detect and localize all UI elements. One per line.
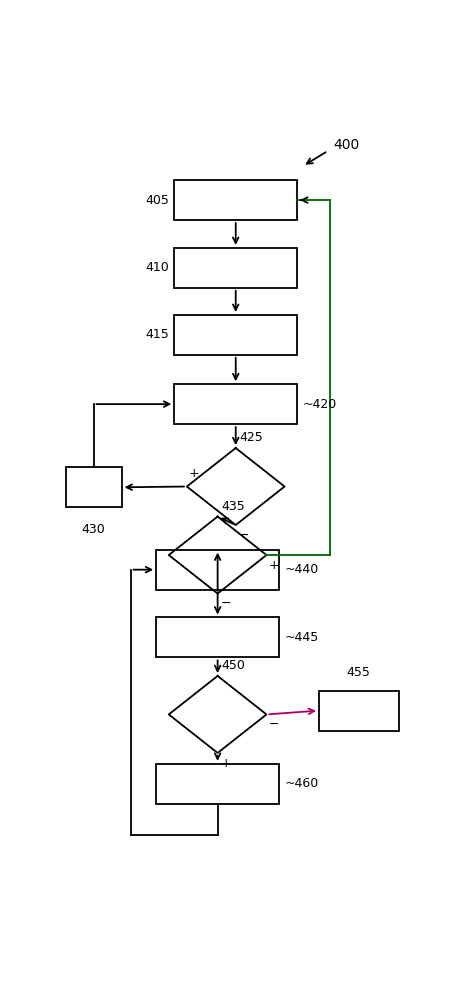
Text: 405: 405 (145, 194, 169, 207)
Bar (319, 691, 399, 731)
Bar (65, 467, 122, 507)
Bar (156, 764, 279, 804)
Text: 400: 400 (333, 138, 360, 152)
Bar (174, 248, 297, 288)
Text: 430: 430 (82, 523, 106, 536)
Bar (156, 550, 279, 590)
Bar (174, 315, 297, 355)
Bar (174, 180, 297, 220)
Text: ~445: ~445 (284, 631, 319, 644)
Bar (174, 384, 297, 424)
Text: 455: 455 (347, 666, 371, 679)
Text: −: − (268, 718, 279, 731)
Text: +: + (268, 559, 279, 572)
Text: ~420: ~420 (303, 398, 337, 411)
Text: ~440: ~440 (284, 563, 319, 576)
Text: 415: 415 (145, 328, 169, 341)
Text: ~460: ~460 (284, 777, 319, 790)
Text: −: − (220, 597, 231, 610)
Text: −: − (239, 529, 249, 542)
Text: 435: 435 (221, 500, 245, 513)
Bar (156, 617, 279, 657)
Text: 450: 450 (221, 659, 245, 672)
Text: 410: 410 (145, 261, 169, 274)
Text: +: + (189, 467, 199, 480)
Text: +: + (220, 757, 231, 770)
Text: 425: 425 (240, 431, 263, 444)
